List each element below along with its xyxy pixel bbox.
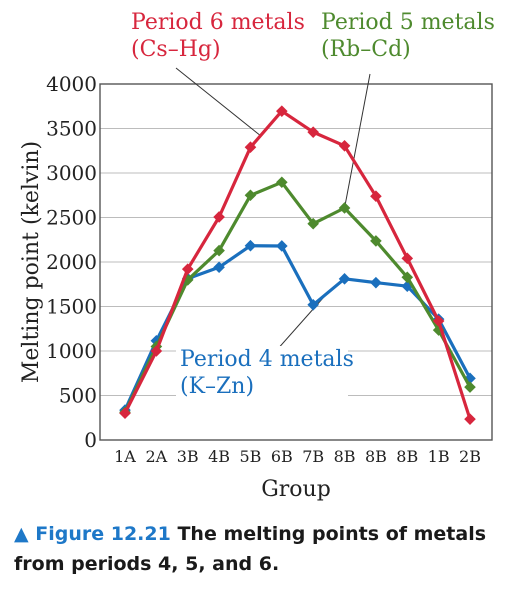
data-point-s3-8 bbox=[338, 139, 351, 152]
data-point-s1-10 bbox=[401, 280, 414, 293]
x-tick-label-3: 3B bbox=[177, 447, 199, 466]
data-point-s2-5 bbox=[244, 189, 257, 202]
data-point-s1-5 bbox=[244, 239, 257, 252]
x-tick-label-8: 8B bbox=[334, 447, 356, 466]
data-point-s3-9 bbox=[370, 190, 382, 203]
data-point-s1-9 bbox=[370, 276, 382, 289]
data-point-s2-9 bbox=[370, 235, 382, 247]
leader-line-2 bbox=[344, 73, 371, 209]
y-tick-label-3500: 3500 bbox=[46, 117, 97, 141]
figure-caption: ▲ Figure 12.21 The melting points of met… bbox=[14, 519, 502, 579]
data-point-s2-3 bbox=[181, 274, 194, 286]
x-tick-label-9: 8B bbox=[365, 447, 387, 466]
data-point-s3-4 bbox=[213, 211, 225, 223]
x-tick-label-4: 4B bbox=[208, 447, 230, 466]
x-tick-label-7: 7B bbox=[302, 447, 324, 466]
x-axis-label: Group bbox=[261, 477, 331, 502]
data-point-s2-4 bbox=[213, 244, 225, 257]
data-point-s1-6 bbox=[276, 240, 288, 252]
y-tick-label-1000: 1000 bbox=[46, 339, 97, 363]
y-tick-label-3000: 3000 bbox=[46, 161, 97, 185]
data-point-s2-12 bbox=[464, 381, 476, 393]
x-tick-label-11: 1B bbox=[428, 447, 450, 466]
series-labels: Period 4 metals(K–Zn) Period 5 metals(Rb–… bbox=[131, 10, 495, 402]
label-leader-lines bbox=[175, 67, 371, 379]
series-lines bbox=[119, 105, 476, 425]
caption-marker: ▲ bbox=[14, 523, 29, 545]
x-tick-labels: 1A 2A 3B 4B 5B 6B 7B 8B 8B 8B 1B 2B bbox=[114, 447, 481, 466]
data-point-s1-7 bbox=[307, 299, 319, 311]
data-point-s2-7 bbox=[307, 217, 319, 230]
x-tick-label-10: 8B bbox=[396, 447, 418, 466]
data-point-s2-6 bbox=[276, 176, 288, 189]
plot-frame bbox=[99, 83, 493, 441]
series-line-2 bbox=[123, 180, 472, 413]
series-label-2-line-2: (Rb–Cd) bbox=[321, 37, 411, 62]
y-tick-label-4000: 4000 bbox=[46, 72, 97, 96]
data-point-s3-11 bbox=[432, 315, 445, 327]
series-label-background-1 bbox=[176, 346, 348, 402]
caption-text: The melting points of metals from period… bbox=[14, 523, 487, 575]
x-tick-label-6: 6B bbox=[271, 447, 293, 466]
caption-figure-label: Figure 12.21 bbox=[35, 523, 171, 545]
x-tick-label-5: 5B bbox=[239, 447, 261, 466]
data-point-s2-8 bbox=[338, 202, 351, 214]
x-tick-label-12: 2B bbox=[459, 447, 481, 466]
x-tick-label-1: 1A bbox=[114, 447, 136, 466]
leader-line-3 bbox=[175, 67, 261, 137]
y-tick-labels: 0 500 1000 1500 2000 2500 3000 3500 4000 bbox=[46, 72, 97, 452]
y-axis-label: Melting point (kelvin) bbox=[19, 141, 44, 383]
y-tick-label-2500: 2500 bbox=[46, 206, 97, 230]
series-label-1-line-2: (K–Zn) bbox=[180, 374, 254, 399]
x-tick-label-2: 2A bbox=[145, 447, 167, 466]
series-line-3 bbox=[123, 109, 472, 420]
data-point-s3-1 bbox=[119, 407, 131, 420]
series-label-2-line-1: Period 5 metals bbox=[321, 10, 495, 35]
data-point-s3-10 bbox=[401, 252, 414, 265]
data-point-s3-5 bbox=[244, 141, 257, 153]
grid-lines bbox=[100, 128, 492, 396]
series-label-3-line-1: Period 6 metals bbox=[131, 10, 305, 35]
data-point-s3-3 bbox=[181, 263, 194, 275]
y-tick-label-2000: 2000 bbox=[46, 250, 97, 274]
y-tick-label-1500: 1500 bbox=[46, 295, 97, 319]
data-point-s1-4 bbox=[213, 261, 225, 274]
data-point-s3-2 bbox=[150, 345, 163, 357]
y-tick-label-0: 0 bbox=[84, 428, 97, 452]
melting-point-chart: 0 500 1000 1500 2000 2500 3000 3500 4000 1A 2A 3B 4… bbox=[19, 10, 495, 502]
data-point-s1-8 bbox=[338, 273, 351, 285]
series-label-1-line-1: Period 4 metals bbox=[180, 347, 354, 372]
y-tick-label-500: 500 bbox=[59, 384, 97, 408]
data-point-s3-7 bbox=[307, 126, 319, 138]
series-label-3-line-2: (Cs–Hg) bbox=[131, 37, 221, 62]
data-point-s3-12 bbox=[464, 413, 476, 425]
data-point-s2-11 bbox=[432, 324, 445, 336]
data-point-s2-10 bbox=[401, 271, 414, 284]
data-point-s3-6 bbox=[276, 105, 288, 117]
